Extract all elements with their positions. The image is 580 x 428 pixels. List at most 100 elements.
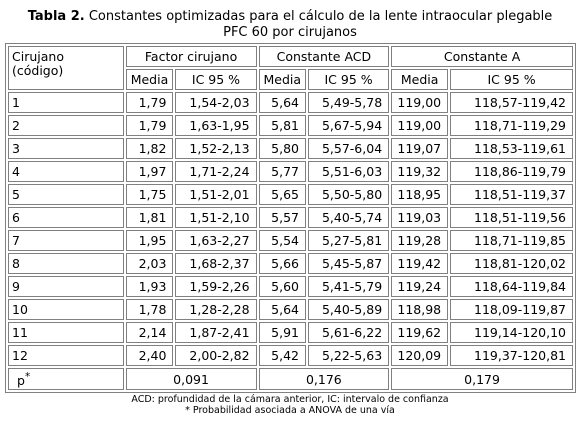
header-row-sub: Media IC 95 % Media IC 95 % Media IC 95 …	[8, 69, 573, 90]
cell-acd-media: 5,54	[258, 230, 306, 251]
caption-line-2: PFC 60 por cirujanos	[223, 25, 357, 40]
p-label-text: p	[17, 373, 25, 389]
cell-factor-ic95: 1,63-1,95	[175, 115, 257, 136]
cell-surgeon-code: 2	[8, 115, 124, 136]
table-row: 1 1,79 1,54-2,03 5,64 5,49-5,78 119,00 118,57-…	[8, 92, 573, 113]
table-row: 9 1,93 1,59-2,26 5,60 5,41-5,79 119,24 118,64-…	[8, 276, 573, 297]
p-value-acd: 0,176	[258, 368, 390, 391]
cell-factor-ic95: 2,00-2,82	[175, 345, 257, 366]
cell-acd-media: 5,57	[258, 207, 306, 228]
cell-acd-media: 5,64	[258, 299, 306, 320]
cell-a-media: 120,09	[391, 345, 449, 366]
cell-acd-media: 5,81	[258, 115, 306, 136]
cell-acd-media: 5,60	[258, 276, 306, 297]
cell-factor-ic95: 1,71-2,24	[175, 161, 257, 182]
cell-factor-ic95: 1,59-2,26	[175, 276, 257, 297]
cell-acd-ic95: 5,67-5,94	[307, 115, 390, 136]
cell-a-media: 119,32	[391, 161, 449, 182]
cell-factor-ic95: 1,63-2,27	[175, 230, 257, 251]
table-row: 5 1,75 1,51-2,01 5,65 5,50-5,80 118,95 118,51-…	[8, 184, 573, 205]
cell-factor-media: 2,40	[125, 345, 174, 366]
footnote-probability: * Probabilidad asociada a ANOVA de una v…	[185, 405, 395, 416]
cell-surgeon-code: 8	[8, 253, 124, 274]
header-code-line1: Cirujano	[12, 49, 64, 64]
caption-line-1: Tabla 2. Constantes optimizadas para el …	[0, 9, 580, 25]
cell-surgeon-code: 1	[8, 92, 124, 113]
cell-a-media: 118,95	[391, 184, 449, 205]
cell-a-ic95: 119,14-120,10	[450, 322, 573, 343]
table-row: 4 1,97 1,71-2,24 5,77 5,51-6,03 119,32 118,86-…	[8, 161, 573, 182]
cell-acd-ic95: 5,61-6,22	[307, 322, 390, 343]
header-sub-ic95: IC 95 %	[450, 69, 573, 90]
p-value-factor: 0,091	[125, 368, 257, 391]
cell-a-ic95: 118,09-119,87	[450, 299, 573, 320]
cell-factor-media: 1,82	[125, 138, 174, 159]
cell-factor-ic95: 1,52-2,13	[175, 138, 257, 159]
cell-a-media: 119,62	[391, 322, 449, 343]
constants-table: Cirujano (código) Factor cirujano Consta…	[5, 43, 576, 394]
cell-factor-ic95: 1,54-2,03	[175, 92, 257, 113]
cell-surgeon-code: 9	[8, 276, 124, 297]
table-row: 10 1,78 1,28-2,28 5,64 5,40-5,89 118,98 118,09…	[8, 299, 573, 320]
header-sub-media: Media	[391, 69, 449, 90]
cell-a-media: 119,42	[391, 253, 449, 274]
cell-a-ic95: 118,51-119,37	[450, 184, 573, 205]
header-sub-media: Media	[125, 69, 174, 90]
cell-a-media: 119,07	[391, 138, 449, 159]
cell-a-media: 119,03	[391, 207, 449, 228]
cell-a-ic95: 118,57-119,42	[450, 92, 573, 113]
p-value-row: p* 0,091 0,176 0,179	[8, 368, 573, 391]
cell-surgeon-code: 4	[8, 161, 124, 182]
cell-factor-ic95: 1,68-2,37	[175, 253, 257, 274]
header-sub-ic95: IC 95 %	[175, 69, 257, 90]
cell-surgeon-code: 12	[8, 345, 124, 366]
cell-factor-media: 1,93	[125, 276, 174, 297]
table-row: 11 2,14 1,87-2,41 5,91 5,61-6,22 119,62 119,14…	[8, 322, 573, 343]
cell-a-ic95: 118,51-119,56	[450, 207, 573, 228]
table-body: 1 1,79 1,54-2,03 5,64 5,49-5,78 119,00 118,57-…	[8, 92, 573, 366]
table-row: 3 1,82 1,52-2,13 5,80 5,57-6,04 119,07 118,53-…	[8, 138, 573, 159]
cell-factor-media: 1,97	[125, 161, 174, 182]
header-code-line2: (código)	[12, 63, 64, 78]
cell-a-media: 119,00	[391, 92, 449, 113]
cell-acd-ic95: 5,57-6,04	[307, 138, 390, 159]
cell-acd-media: 5,42	[258, 345, 306, 366]
table-row: 12 2,40 2,00-2,82 5,42 5,22-5,63 120,09 119,37…	[8, 345, 573, 366]
cell-acd-ic95: 5,41-5,79	[307, 276, 390, 297]
p-label-sup: *	[24, 371, 31, 383]
cell-factor-media: 1,79	[125, 115, 174, 136]
cell-acd-media: 5,66	[258, 253, 306, 274]
caption-label: Tabla 2.	[27, 9, 85, 24]
cell-a-media: 119,00	[391, 115, 449, 136]
header-sub-media: Media	[258, 69, 306, 90]
cell-acd-ic95: 5,49-5,78	[307, 92, 390, 113]
cell-a-media: 118,98	[391, 299, 449, 320]
table-row: 7 1,95 1,63-2,27 5,54 5,27-5,81 119,28 118,71-…	[8, 230, 573, 251]
cell-factor-media: 1,75	[125, 184, 174, 205]
table-caption: Tabla 2. Constantes optimizadas para el …	[0, 9, 580, 41]
cell-acd-media: 5,80	[258, 138, 306, 159]
header-sub-ic95: IC 95 %	[307, 69, 390, 90]
cell-surgeon-code: 7	[8, 230, 124, 251]
table-row: 2 1,79 1,63-1,95 5,81 5,67-5,94 119,00 118,71-…	[8, 115, 573, 136]
cell-acd-media: 5,64	[258, 92, 306, 113]
cell-acd-ic95: 5,51-6,03	[307, 161, 390, 182]
cell-surgeon-code: 11	[8, 322, 124, 343]
caption-title: Constantes optimizadas para el cálculo d…	[84, 9, 553, 24]
header-constante-a: Constante A	[391, 46, 573, 67]
cell-a-ic95: 118,53-119,61	[450, 138, 573, 159]
cell-a-ic95: 119,37-120,81	[450, 345, 573, 366]
table-row: 8 2,03 1,68-2,37 5,66 5,45-5,87 119,42 118,81-…	[8, 253, 573, 274]
table-row: 6 1,81 1,51-2,10 5,57 5,40-5,74 119,03 118,51-…	[8, 207, 573, 228]
cell-factor-ic95: 1,51-2,10	[175, 207, 257, 228]
cell-factor-media: 1,79	[125, 92, 174, 113]
footnote-abbreviations: ACD: profundidad de la cámara anterior, …	[131, 394, 449, 405]
cell-acd-ic95: 5,40-5,89	[307, 299, 390, 320]
cell-factor-media: 1,81	[125, 207, 174, 228]
cell-factor-media: 2,03	[125, 253, 174, 274]
cell-a-ic95: 118,71-119,29	[450, 115, 573, 136]
cell-factor-media: 2,14	[125, 322, 174, 343]
cell-factor-ic95: 1,87-2,41	[175, 322, 257, 343]
cell-a-media: 119,24	[391, 276, 449, 297]
cell-surgeon-code: 6	[8, 207, 124, 228]
